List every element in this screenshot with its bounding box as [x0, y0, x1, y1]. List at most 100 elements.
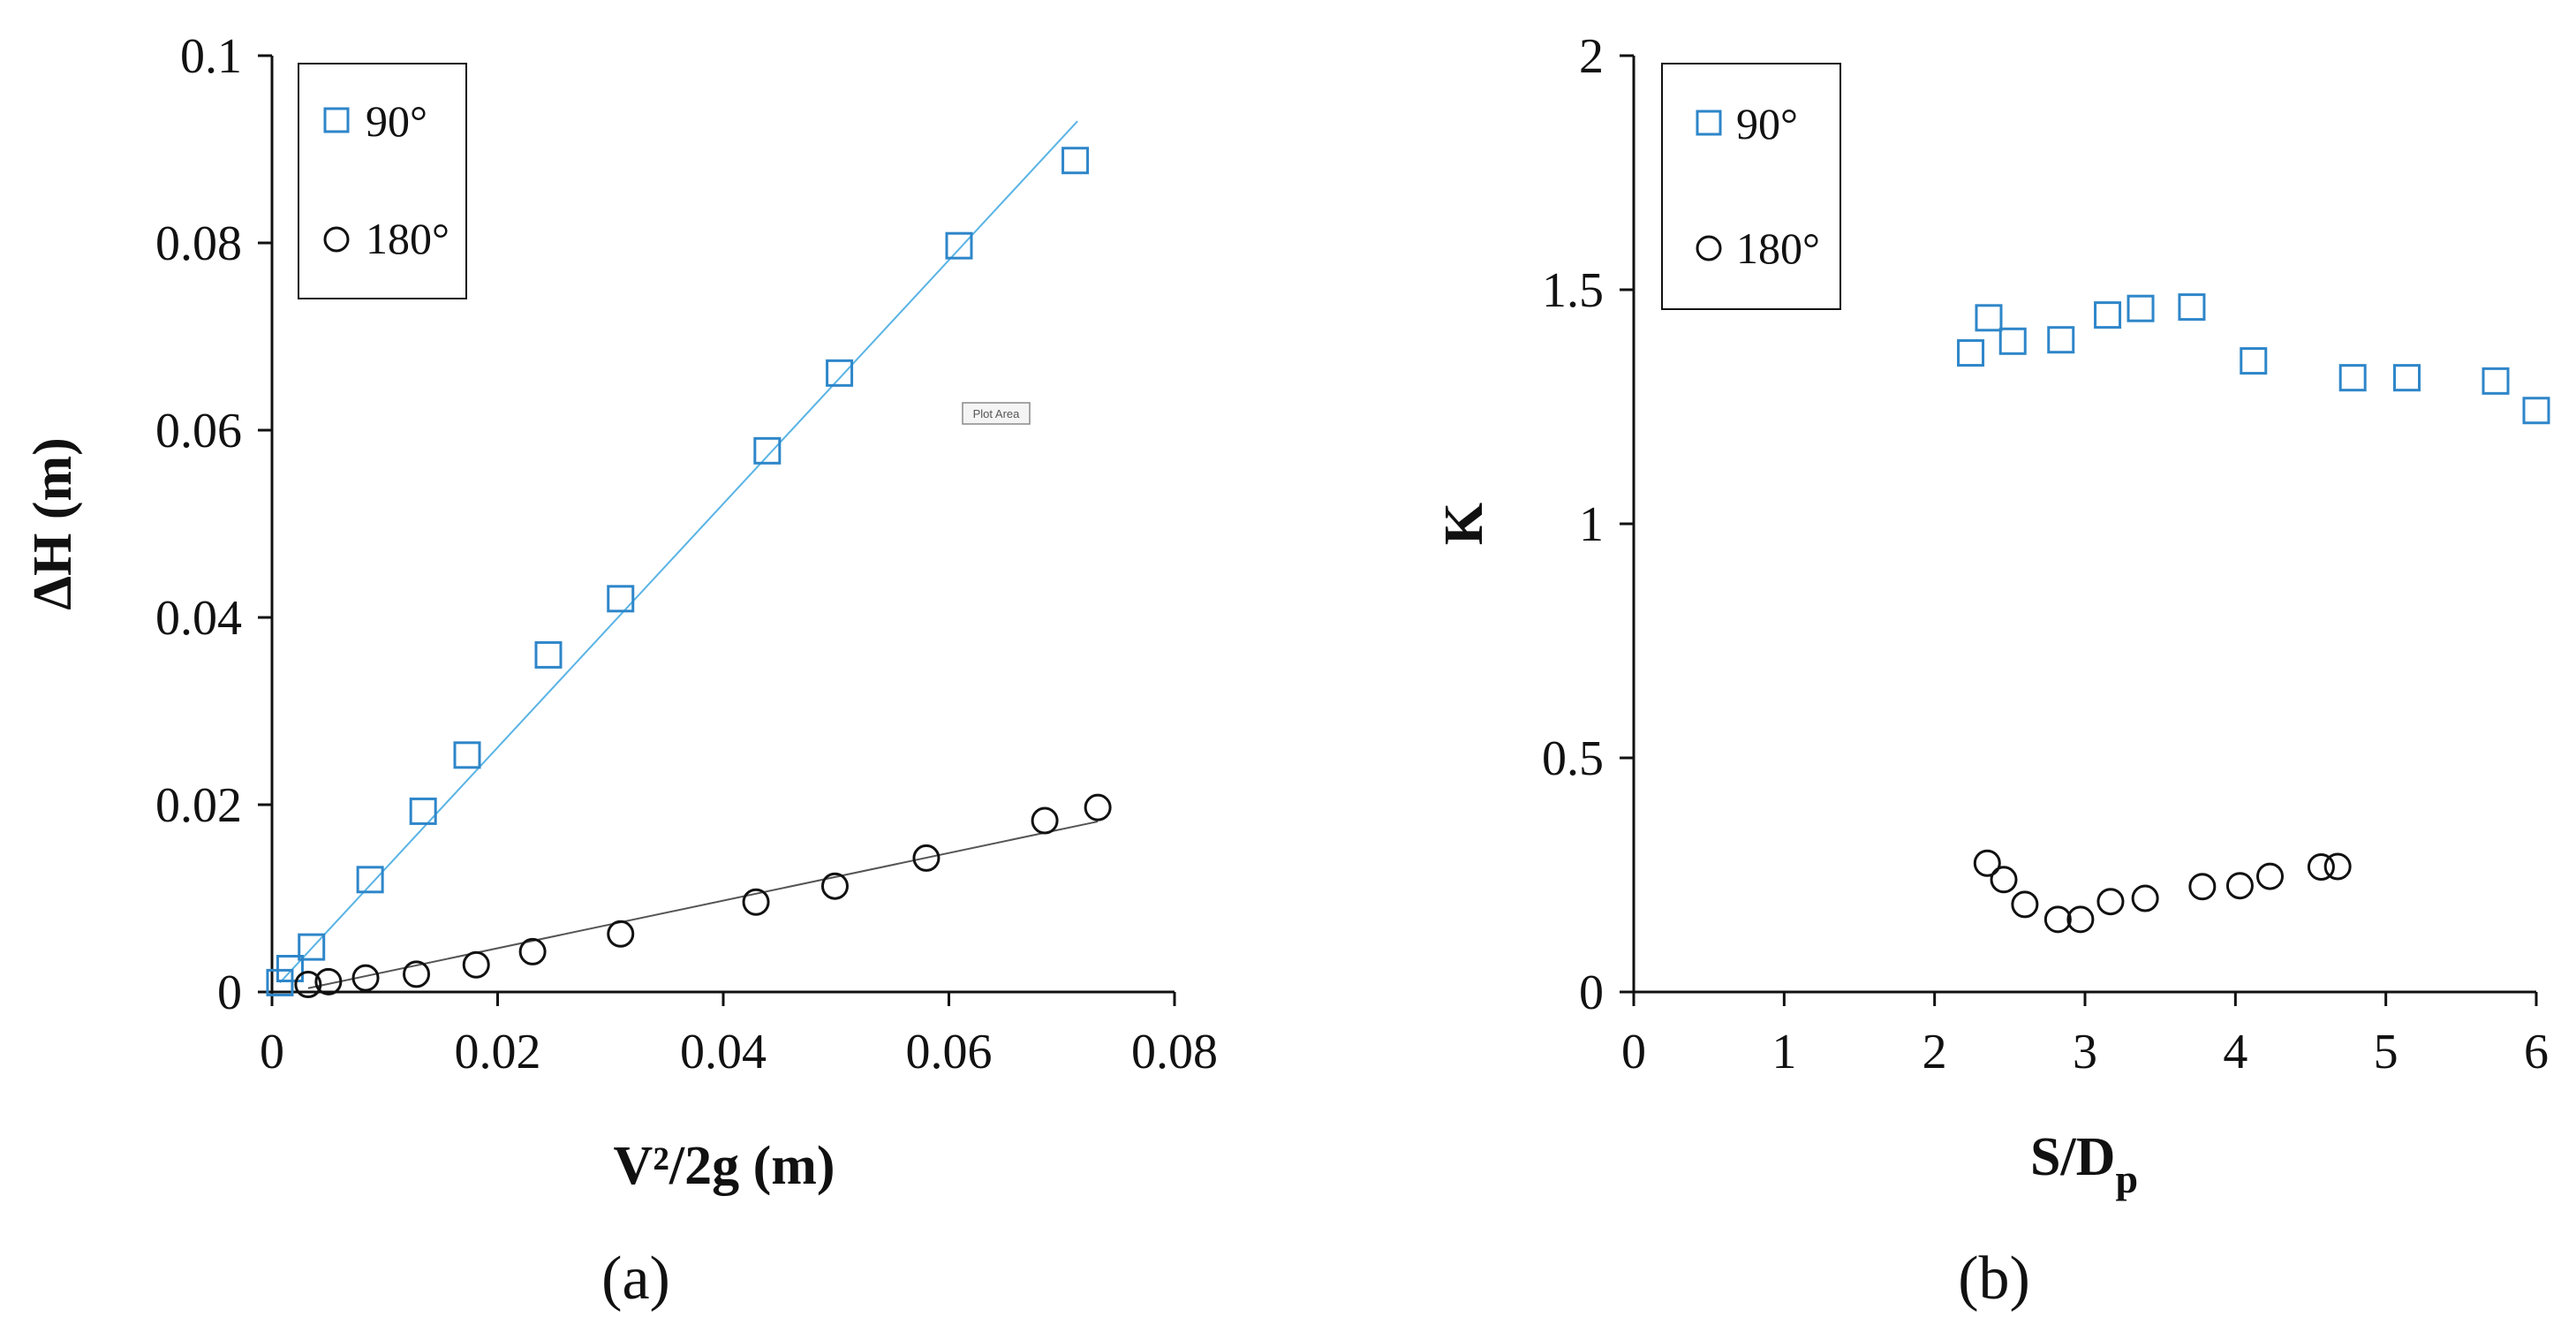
chart-a-point-180: [820, 872, 849, 900]
chart-a-point-180: [294, 971, 322, 999]
chart-b-point-180: [2323, 852, 2352, 881]
chart-b-point-180: [2131, 884, 2159, 912]
chart-a-watermark-text: Plot Area: [973, 407, 1021, 420]
chart-a-point-90: [276, 955, 304, 982]
chart-b-point-180: [2011, 890, 2039, 919]
chart-a-point-90: [1061, 147, 1090, 175]
chart-b-y-tick-label: 1: [1579, 497, 1604, 552]
chart-a-point-180: [403, 960, 431, 988]
chart-a-point-90: [534, 640, 563, 669]
chart-a-y-tick-label: 0.06: [155, 404, 242, 458]
chart-a-panel-label: (a): [601, 1245, 670, 1313]
chart-b-point-180: [1990, 866, 2018, 894]
chart-a-point-90: [826, 359, 854, 387]
chart-b-legend-label-180: 180°: [1736, 223, 1820, 273]
chart-a-point-180: [351, 964, 380, 992]
chart-b-x-tick-label: 3: [2073, 1025, 2097, 1079]
chart-b-point-90: [1998, 327, 2027, 355]
chart-b-point-180: [2256, 862, 2285, 890]
chart-a-point-180: [518, 937, 547, 965]
chart-b-x-tick-label: 2: [1923, 1025, 1947, 1079]
chart-a-x-axis-title: V²/2g (m): [613, 1136, 835, 1196]
chart-b-point-180: [2096, 888, 2125, 916]
chart-a-x-ticks: 0 0.02 0.04 0.06 0.08: [260, 992, 1218, 1079]
chart-b-x-tick-label: 4: [2223, 1025, 2247, 1079]
chart-a-point-90: [298, 933, 326, 961]
chart-b-x-tick-label: 1: [1771, 1025, 1796, 1079]
chart-a-y-tick-label: 0.1: [180, 29, 242, 84]
chart-a-point-90: [356, 866, 384, 894]
chart-b-legend-label-90: 90°: [1736, 99, 1798, 148]
chart-a-legend-label-180: 180°: [366, 214, 449, 263]
chart-b-point-180: [2043, 905, 2072, 934]
chart-a-legend: 90° 180°: [298, 63, 467, 299]
chart-b-point-90: [2178, 293, 2206, 322]
chart-a-point-180: [314, 967, 343, 996]
chart-a-fit-lines: [279, 120, 1099, 989]
chart-b-point-90: [2482, 367, 2510, 395]
chart-b-points: [1957, 293, 2550, 934]
chart-a-y-axis-title: ΔH (m): [23, 437, 83, 610]
chart-b-point-180: [2225, 872, 2254, 900]
chart-a-legend-label-90: 90°: [366, 96, 427, 146]
chart-a-legend-marker-square: [323, 107, 350, 133]
chart-a-y-tick-label: 0: [217, 965, 242, 1020]
chart-a-y-tick-label: 0.04: [155, 591, 242, 646]
chart-a-x-tick-label: 0.02: [455, 1025, 541, 1079]
chart-b-point-180: [2307, 852, 2335, 881]
chart-b-point-90: [2393, 364, 2421, 392]
chart-a-legend-box: [298, 63, 467, 299]
chart-b-point-180: [1973, 849, 2001, 877]
chart-b-y-tick-label: 0.5: [1542, 731, 1604, 786]
chart-b-legend-marker-circle: [1696, 235, 1722, 261]
chart-a-y-tick-label: 0.02: [155, 778, 242, 833]
chart-b-x-tick-label: 5: [2374, 1025, 2398, 1079]
chart-a-point-90: [945, 231, 973, 260]
chart-a-point-180: [742, 888, 770, 916]
chart-b-legend-marker-square: [1696, 110, 1722, 136]
chart-a-fit-line-180: [307, 821, 1099, 989]
chart-b-x-ticks: 0 1 2 3 4 5 6: [1621, 992, 2549, 1079]
chart-b: 0 1 2 3 4 5 6 0 0.5 1 1.5 2 90° 180° K S/Dp (b): [1434, 29, 2550, 1313]
chart-a-y-ticks: 0 0.02 0.04 0.06 0.08 0.1: [155, 29, 272, 1020]
chart-a-point-90: [607, 585, 635, 613]
chart-a: 0 0.02 0.04 0.06 0.08 0 0.02 0.04 0.06 0.08 0.1 P…: [23, 29, 1218, 1313]
chart-b-x-tick-label: 6: [2524, 1025, 2549, 1079]
chart-b-y-tick-label: 0: [1579, 965, 1604, 1020]
chart-b-point-90: [2127, 294, 2155, 322]
chart-b-legend-box: [1661, 63, 1841, 310]
chart-a-watermark-box: [962, 402, 1031, 425]
chart-b-point-90: [1957, 339, 1985, 367]
chart-b-point-180: [2066, 905, 2095, 934]
chart-b-point-90: [1975, 304, 2003, 332]
chart-a-fit-line-90: [279, 120, 1078, 984]
chart-a-point-180: [1031, 806, 1059, 835]
chart-a-x-tick-label: 0.04: [680, 1025, 767, 1079]
chart-b-y-axis-title: K: [1434, 503, 1494, 545]
chart-b-x-tick-label: 0: [1621, 1025, 1646, 1079]
chart-a-point-90: [753, 436, 782, 465]
chart-b-point-90: [2240, 347, 2268, 375]
chart-b-y-tick-label: 1.5: [1542, 263, 1604, 318]
chart-b-y-ticks: 0 0.5 1 1.5 2: [1542, 29, 1634, 1020]
chart-a-x-tick-label: 0.08: [1131, 1025, 1218, 1079]
chart-b-point-90: [2047, 326, 2075, 354]
chart-a-y-tick-label: 0.08: [155, 216, 242, 271]
chart-b-point-180: [2188, 873, 2217, 901]
chart-a-point-90: [266, 968, 294, 996]
chart-b-legend: 90° 180°: [1661, 63, 1841, 310]
chart-b-y-tick-label: 2: [1579, 29, 1604, 84]
chart-a-x-tick-label: 0.06: [906, 1025, 993, 1079]
chart-a-legend-marker-circle: [323, 226, 350, 253]
chart-b-x-axis-title: S/Dp: [2030, 1127, 2138, 1201]
chart-a-watermark: Plot Area: [962, 402, 1031, 425]
chart-a-point-180: [607, 920, 635, 948]
chart-b-point-90: [2094, 301, 2122, 329]
chart-a-points: [266, 147, 1112, 999]
chart-b-panel-label: (b): [1958, 1245, 2030, 1313]
chart-a-point-90: [453, 741, 481, 769]
chart-b-point-90: [2522, 397, 2550, 425]
chart-b-point-90: [2338, 364, 2367, 392]
chart-a-point-180: [1084, 793, 1112, 821]
